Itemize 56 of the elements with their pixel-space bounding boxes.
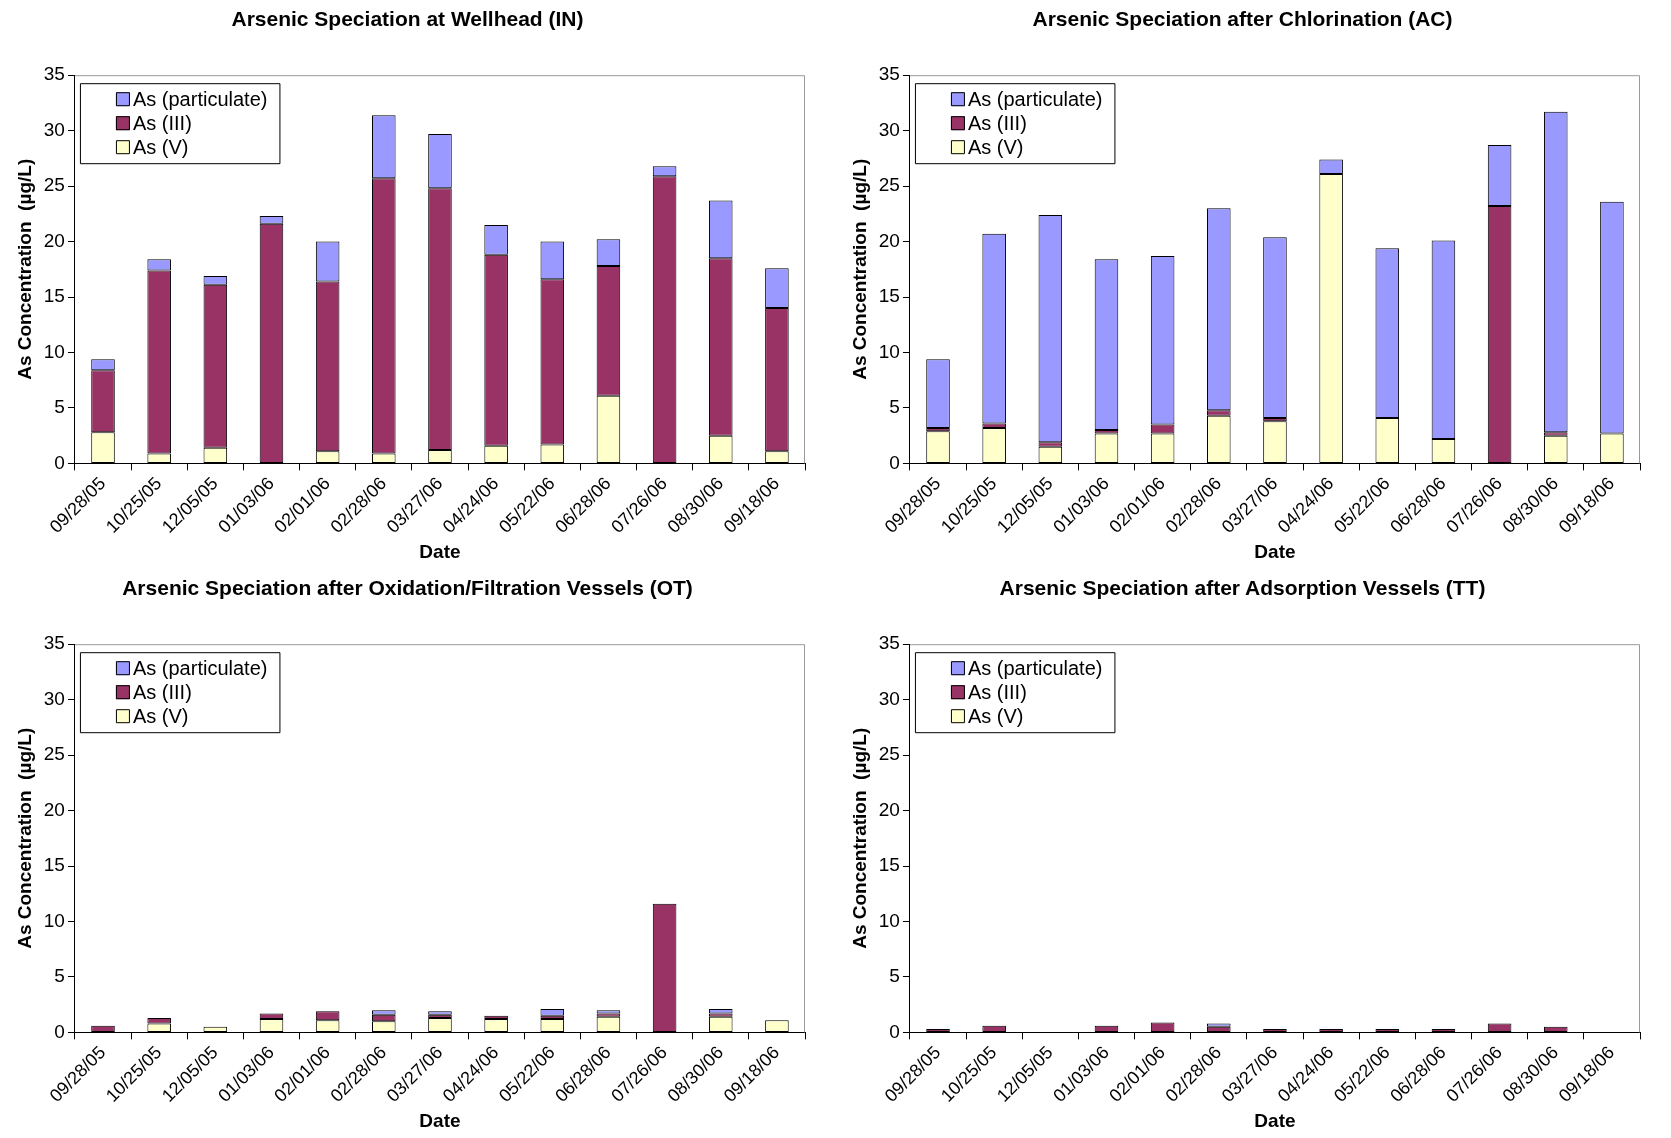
y-tick-label: 20 xyxy=(43,229,65,251)
x-axis-title: Date xyxy=(419,540,461,562)
y-tick-label: 5 xyxy=(889,965,900,987)
y-tick-label: 0 xyxy=(889,1020,900,1042)
y-tick-label: 25 xyxy=(43,743,65,765)
legend-label: As (V) xyxy=(132,704,189,727)
legend-label: As (III) xyxy=(132,111,192,134)
x-axis-title: Date xyxy=(1254,540,1296,562)
y-tick-label: 35 xyxy=(43,63,65,85)
y-tick-label: 35 xyxy=(878,63,900,85)
y-tick-label: 35 xyxy=(878,632,900,654)
y-axis-title: As Concentration (µg/L) xyxy=(848,158,870,380)
legend-label: As (V) xyxy=(132,135,189,158)
legend-label: As (V) xyxy=(967,135,1024,158)
y-axis-title: As Concentration (µg/L) xyxy=(848,727,870,949)
legend-label: As (III) xyxy=(967,680,1027,703)
y-tick-label: 25 xyxy=(878,743,900,765)
legend-label: As (particulate) xyxy=(132,656,268,679)
y-tick-label: 20 xyxy=(43,798,65,820)
y-tick-label: 30 xyxy=(878,687,900,709)
legend-label: As (particulate) xyxy=(967,87,1103,110)
legend-label: As (particulate) xyxy=(967,656,1103,679)
y-tick-label: 10 xyxy=(878,909,900,931)
y-tick-label: 0 xyxy=(889,451,900,473)
chart-title: Arsenic Speciation after Oxidation/Filtration Vessels (OT) xyxy=(122,576,693,600)
x-axis-title: Date xyxy=(419,1109,461,1131)
y-tick-label: 30 xyxy=(878,118,900,140)
y-axis-title: As Concentration (µg/L) xyxy=(13,158,35,380)
legend-label: As (III) xyxy=(967,111,1027,134)
y-tick-label: 30 xyxy=(43,687,65,709)
y-tick-label: 20 xyxy=(878,798,900,820)
legend-label: As (V) xyxy=(967,704,1024,727)
y-tick-label: 35 xyxy=(43,632,65,654)
y-tick-label: 15 xyxy=(43,854,65,876)
y-tick-label: 20 xyxy=(878,229,900,251)
y-axis-title: As Concentration (µg/L) xyxy=(13,727,35,949)
chart-title: Arsenic Speciation at Wellhead (IN) xyxy=(231,7,584,31)
y-tick-label: 0 xyxy=(54,1020,65,1042)
y-tick-label: 10 xyxy=(43,909,65,931)
y-tick-label: 25 xyxy=(43,174,65,196)
y-tick-label: 10 xyxy=(43,340,65,362)
y-tick-label: 0 xyxy=(54,451,65,473)
y-tick-label: 30 xyxy=(43,118,65,140)
y-tick-label: 15 xyxy=(878,854,900,876)
y-tick-label: 5 xyxy=(889,396,900,418)
y-tick-label: 10 xyxy=(878,340,900,362)
legend-label: As (particulate) xyxy=(132,87,268,110)
y-tick-label: 15 xyxy=(878,285,900,307)
chart-title: Arsenic Speciation after Chlorination (AC) xyxy=(1032,7,1453,31)
y-tick-label: 5 xyxy=(54,965,65,987)
x-axis-title: Date xyxy=(1254,1109,1296,1131)
chart-title: Arsenic Speciation after Adsorption Vessels (TT) xyxy=(999,576,1486,600)
y-tick-label: 25 xyxy=(878,174,900,196)
legend-label: As (III) xyxy=(132,680,192,703)
y-tick-label: 15 xyxy=(43,285,65,307)
y-tick-label: 5 xyxy=(54,396,65,418)
